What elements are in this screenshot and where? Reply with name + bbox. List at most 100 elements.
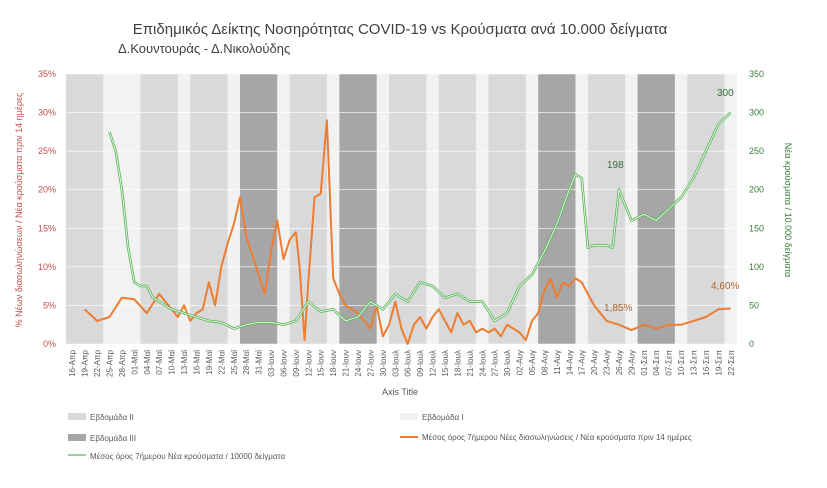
legend-swatch-week2 <box>68 413 86 420</box>
x-tick-label: 29-Αυγ <box>627 350 636 375</box>
x-tick-label: 07-Μαϊ <box>155 350 164 375</box>
x-tick-label: 18-Ιουλ <box>453 350 462 377</box>
x-tick-label: 11-Αυγ <box>553 350 562 375</box>
band-9 <box>538 74 576 344</box>
x-tick-label: 24-Ιουν <box>354 350 363 377</box>
band-4 <box>289 74 327 344</box>
x-tick-label: 30-Ιουν <box>379 350 388 377</box>
legend-swatch-week3 <box>68 434 86 441</box>
y-right-tick-label: 100 <box>749 262 764 272</box>
y-right-tick-label: 150 <box>749 223 764 233</box>
x-tick-label: 21-Ιουν <box>342 350 351 377</box>
series-lines <box>83 111 732 345</box>
x-tick-label: 05-Αυγ <box>528 350 537 375</box>
chart-subtitle: Δ.Κουντουράς - Δ.Νικολούδης <box>118 41 290 56</box>
x-axis-ticks: 16-Απρ 19-Απρ 22-Απρ 25-Απρ 28-Απρ 01-Μαϊ 04-Μ… <box>68 350 736 377</box>
band-1 <box>140 74 178 344</box>
x-tick-label: 04-Μαϊ <box>143 350 152 375</box>
x-tick-label: 20-Αυγ <box>590 350 599 375</box>
x-tick-label: 10-Μαϊ <box>168 350 177 375</box>
x-tick-label: 09-Ιουν <box>292 350 301 377</box>
x-tick-label: 15-Ιουν <box>317 350 326 377</box>
x-tick-label: 13-Σεπ <box>690 350 699 376</box>
gridlines <box>66 73 737 345</box>
y-left-tick-label: 30% <box>38 108 56 118</box>
x-axis-title: Axis Title <box>382 387 418 397</box>
y-right-tick-label: 50 <box>749 300 759 310</box>
x-tick-label: 13-Μαϊ <box>180 350 189 375</box>
y-axis-left-ticks: 0% 5% 10% 15% 20% 25% 30% 35% <box>38 69 56 349</box>
legend-label-orange-line: Μέσος όρος 7ήμερου Νέες διασωληνώσεις / … <box>422 433 692 442</box>
x-tick-label: 01-Μαϊ <box>130 350 139 375</box>
x-tick-label: 22-Απρ <box>93 350 102 377</box>
x-tick-label: 03-Ιουν <box>267 350 276 377</box>
y-left-tick-label: 20% <box>38 185 56 195</box>
band-6 <box>389 74 427 344</box>
x-tick-label: 31-Μαϊ <box>255 350 264 375</box>
x-tick-label: 07-Σεπ <box>665 350 674 376</box>
x-tick-label: 14-Αυγ <box>565 350 574 375</box>
series-line-green-core <box>109 112 732 330</box>
x-tick-label: 04-Σεπ <box>652 350 661 376</box>
band-0 <box>66 74 104 344</box>
series-line-orange <box>83 119 731 345</box>
x-tick-label: 27-Ιουν <box>366 350 375 377</box>
y-axis-right-title: Νέα κρούσματα / 10.000 δείγματα <box>783 143 793 277</box>
y-right-tick-label: 300 <box>749 108 764 118</box>
legend-label-week1: Εβδομάδα Ι <box>422 413 464 422</box>
x-tick-label: 12-Ιουλ <box>429 350 438 377</box>
x-tick-label: 16-Απρ <box>68 350 77 377</box>
x-tick-label: 19-Απρ <box>81 350 90 377</box>
band-7 <box>438 74 477 344</box>
x-tick-label: 21-Ιουλ <box>466 350 475 377</box>
x-tick-label: 02-Αυγ <box>516 350 525 375</box>
legend-label-week3: Εβδομάδα ΙΙΙ <box>90 434 136 443</box>
legend-swatch-week1 <box>400 413 418 420</box>
x-tick-label: 16-Σεπ <box>702 350 711 376</box>
x-tick-label: 03-Ιουλ <box>391 350 400 377</box>
x-tick-label: 18-Ιουν <box>329 350 338 377</box>
x-tick-label: 28-Μαϊ <box>242 350 251 375</box>
y-left-tick-label: 5% <box>43 300 56 310</box>
legend-label-green-line: Μέσος όρος 7ήμερου Νέα κρούσματα / 10000… <box>90 452 286 461</box>
y-right-tick-label: 250 <box>749 146 764 156</box>
x-tick-label: 24-Ιουλ <box>478 350 487 377</box>
x-tick-label: 28-Απρ <box>118 350 127 377</box>
y-left-tick-label: 10% <box>38 262 56 272</box>
band-2 <box>190 74 228 344</box>
annotation-green-end: 300 <box>717 88 734 99</box>
x-tick-label: 15-Ιουλ <box>441 350 450 377</box>
x-tick-label: 22-Μαϊ <box>217 350 226 375</box>
y-right-tick-label: 350 <box>749 69 764 79</box>
legend-label-week2: Εβδομάδα ΙΙ <box>90 413 134 422</box>
x-tick-label: 22-Σεπ <box>727 350 736 376</box>
x-tick-label: 19-Μαϊ <box>205 350 214 375</box>
annotation-orange-end: 4,60% <box>711 281 739 292</box>
x-tick-label: 16-Μαϊ <box>192 350 201 375</box>
x-tick-label: 19-Σεπ <box>714 350 723 376</box>
x-tick-label: 25-Μαϊ <box>230 350 239 375</box>
x-tick-label: 30-Ιουλ <box>503 350 512 377</box>
x-tick-label: 23-Αυγ <box>603 350 612 375</box>
chart-title: Επιδημικός Δείκτης Νοσηρότητας COVID-19 … <box>133 21 668 38</box>
x-tick-label: 06-Ιουλ <box>404 350 413 377</box>
y-left-tick-label: 35% <box>38 69 56 79</box>
x-tick-label: 08-Αυγ <box>540 350 549 375</box>
annotation-green-peak: 198 <box>607 160 624 171</box>
legend: Εβδομάδα ΙΙ Εβδομάδα Ι Εβδομάδα ΙΙΙ Μέσο… <box>68 413 692 461</box>
x-tick-label: 27-Ιουλ <box>491 350 500 377</box>
band-5 <box>339 74 377 344</box>
x-tick-label: 25-Απρ <box>105 350 114 377</box>
y-left-tick-label: 0% <box>43 339 56 349</box>
y-left-tick-label: 25% <box>38 146 56 156</box>
x-tick-label: 09-Ιουλ <box>416 350 425 377</box>
band-10 <box>587 74 626 344</box>
y-axis-left-title: % Νέων διασωληνώσεων / Νέα κρούσματα πρι… <box>14 92 24 327</box>
annotation-orange-mid: 1,85% <box>604 303 632 314</box>
x-tick-label: 26-Αυγ <box>615 350 624 375</box>
x-tick-label: 01-Σεπ <box>640 350 649 376</box>
y-right-tick-label: 0 <box>749 339 754 349</box>
y-left-tick-label: 15% <box>38 223 56 233</box>
band-3 <box>239 74 278 344</box>
